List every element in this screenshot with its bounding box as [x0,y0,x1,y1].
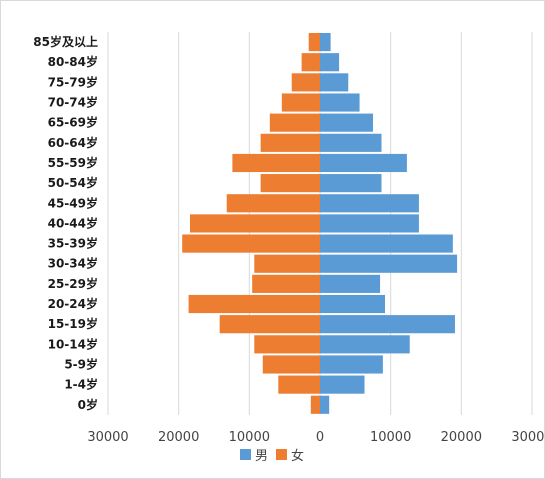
category-label: 25-29岁 [48,276,98,291]
bar-male-6 [320,153,407,173]
x-tick-label: 0 [316,430,324,445]
bar-female-15 [254,335,320,354]
category-label: 0岁 [78,397,98,412]
bar-female-8 [226,194,320,213]
bar-male-1 [320,53,340,72]
bar-female-13 [188,294,320,314]
category-label: 15-19岁 [48,316,98,331]
bar-female-4 [269,113,320,132]
bar-female-9 [189,214,320,233]
bar-male-13 [320,294,386,314]
bar-male-2 [320,73,349,92]
bar-female-18 [310,395,320,414]
category-label: 60-64岁 [48,135,98,150]
bars [182,33,458,414]
category-label: 65-69岁 [48,115,98,130]
x-axis-tick-labels: 30000 20000 10000 0 10000 20000 30000 [87,430,545,445]
category-label: 40-44岁 [48,215,98,230]
bar-male-3 [320,93,360,112]
category-label: 70-74岁 [48,95,98,110]
category-label: 45-49岁 [48,195,98,210]
legend-item-male: 男 [240,445,268,464]
category-label: 55-59岁 [48,155,98,170]
bar-male-15 [320,335,410,354]
bar-male-11 [320,254,458,273]
bar-female-2 [291,73,320,92]
bar-male-5 [320,133,382,152]
bar-female-5 [260,133,320,152]
x-tick-label: 10000 [229,430,270,445]
category-label: 20-24岁 [48,296,98,311]
bar-male-0 [320,33,331,52]
bar-male-17 [320,375,365,394]
bar-male-9 [320,214,419,233]
bar-female-7 [260,174,320,193]
bar-female-11 [254,254,320,273]
category-label: 1-4岁 [64,377,98,392]
bar-female-14 [219,315,320,334]
category-label: 85岁及以上 [33,34,98,49]
category-label: 30-34岁 [48,256,98,271]
bar-female-12 [252,274,320,293]
legend-swatch-male [240,449,251,460]
x-tick-label: 20000 [158,430,199,445]
legend-label-male: 男 [255,449,269,464]
legend-swatch-female [276,449,288,460]
bar-female-0 [308,33,320,52]
bar-female-16 [262,355,320,374]
x-tick-label: 10000 [370,430,411,445]
bar-male-8 [320,194,419,213]
bar-male-16 [320,355,383,374]
bar-male-14 [320,315,455,334]
legend-item-female: 女 [276,445,304,464]
category-labels: 85岁及以上 80-84岁 75-79岁 70-74岁 65-69岁 60-64岁 55-5… [33,34,98,412]
legend-label-female: 女 [291,449,305,464]
category-label: 75-79岁 [48,74,98,89]
category-label: 35-39岁 [48,236,98,251]
bar-male-7 [320,174,382,193]
bar-female-3 [281,93,320,112]
category-label: 10-14岁 [48,336,98,351]
bar-female-10 [182,234,320,253]
bar-female-17 [278,375,320,394]
bar-female-1 [301,53,320,72]
bar-male-10 [320,234,453,253]
x-tick-label: 30000 [511,430,545,445]
category-label: 80-84岁 [48,54,98,69]
bar-male-12 [320,274,381,293]
bar-male-18 [320,395,330,414]
category-label: 5-9岁 [64,356,98,371]
bar-female-6 [232,153,320,173]
bar-male-4 [320,113,373,132]
x-tick-label: 20000 [441,430,482,445]
category-label: 50-54岁 [48,175,98,190]
x-tick-label: 30000 [87,430,128,445]
legend: 男 女 [240,445,312,464]
